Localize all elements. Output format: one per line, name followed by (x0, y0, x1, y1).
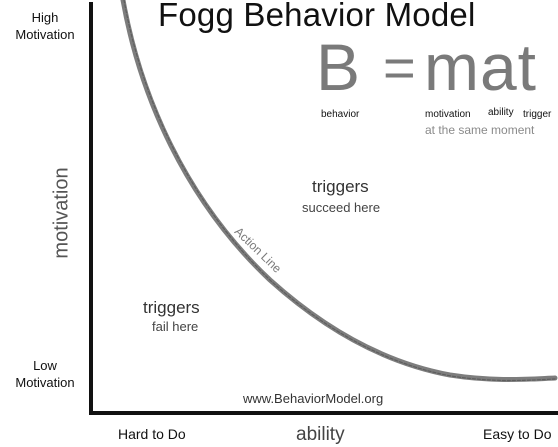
formula-b: B (316, 30, 361, 104)
y-axis-high-line2: Motivation (15, 27, 75, 42)
formula-label-trigger: trigger (523, 109, 552, 120)
y-axis-low-line2: Motivation (15, 375, 75, 390)
diagram-title: Fogg Behavior Model (158, 0, 476, 33)
succeed-region-title: triggers (312, 177, 369, 196)
y-axis-high-line1: High (31, 10, 59, 25)
x-axis-title: ability (296, 424, 345, 445)
succeed-region-subtitle: succeed here (302, 200, 381, 215)
x-axis-high-label: Easy to Do (483, 426, 552, 442)
formula-mat: mat (424, 30, 538, 104)
formula-note: at the same moment (425, 123, 535, 137)
y-axis-title: motivation (50, 167, 73, 259)
formula-label-behavior: behavior (321, 109, 360, 120)
formula-label-ability: ability (488, 107, 514, 118)
x-axis-low-label: Hard to Do (118, 426, 186, 442)
y-axis-low-label: Low Motivation (0, 357, 90, 391)
y-axis-low-line1: Low (33, 358, 57, 373)
y-axis-high-label: High Motivation (0, 9, 90, 43)
formula-label-motivation: motivation (425, 109, 471, 120)
website-link[interactable]: www.BehaviorModel.org (243, 391, 384, 406)
fail-region-subtitle: fail here (152, 319, 199, 334)
fail-region-title: triggers (143, 298, 200, 317)
formula-equals: = (383, 36, 416, 99)
action-line-curve-texture (123, 0, 556, 382)
